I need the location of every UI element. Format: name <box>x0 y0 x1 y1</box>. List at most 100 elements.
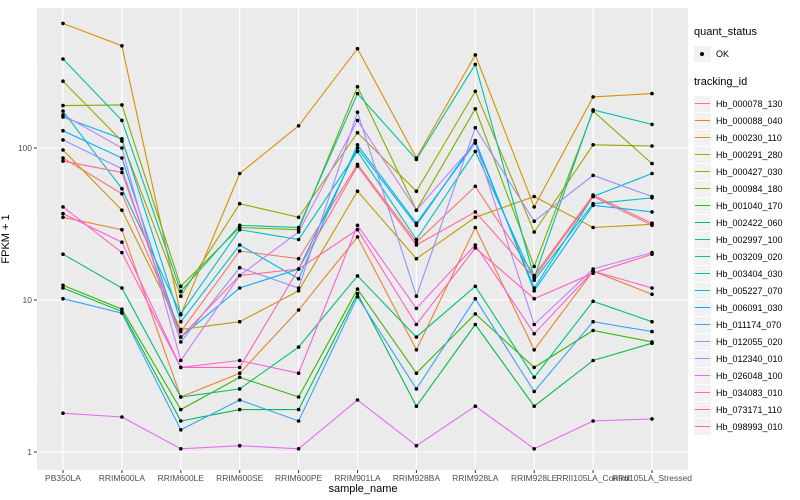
data-point <box>237 223 242 228</box>
data-point <box>355 46 360 51</box>
data-point <box>237 371 242 376</box>
x-tick-label: RRIM928LE <box>511 473 558 483</box>
legend-item-Hb_002422_060: Hb_002422_060 <box>694 214 800 231</box>
data-point <box>296 407 301 412</box>
data-point <box>296 256 301 261</box>
legend-item-Hb_002997_100: Hb_002997_100 <box>694 231 800 248</box>
line-swatch-icon <box>695 408 710 410</box>
data-point <box>355 164 360 168</box>
data-point <box>591 328 595 333</box>
legend-key <box>694 163 711 180</box>
data-point <box>237 358 242 363</box>
data-point <box>414 157 419 162</box>
data-point <box>296 230 301 234</box>
data-point <box>532 331 536 336</box>
legend-item-label: Hb_006091_030 <box>716 302 783 313</box>
line-swatch-icon <box>695 153 710 155</box>
data-point <box>414 208 419 212</box>
legend-key <box>694 333 711 350</box>
legend-key <box>694 418 711 435</box>
data-point <box>650 417 654 421</box>
data-point <box>237 443 242 448</box>
data-point <box>355 149 360 154</box>
legend-key <box>694 146 711 163</box>
data-point <box>414 348 419 352</box>
data-point <box>473 404 478 409</box>
data-point <box>237 249 242 253</box>
data-point <box>650 292 654 297</box>
data-point <box>120 186 124 191</box>
legend-item-label: Hb_073171_110 <box>716 404 782 415</box>
line-swatch-icon <box>695 357 710 359</box>
legend-item-Hb_001040_170: Hb_001040_170 <box>694 197 800 214</box>
data-point <box>179 340 183 344</box>
data-point <box>296 289 301 293</box>
data-point <box>179 327 183 332</box>
data-point <box>473 246 478 250</box>
data-point <box>355 287 360 291</box>
data-point <box>120 167 124 171</box>
data-point <box>473 296 478 301</box>
data-point <box>473 284 478 289</box>
legend-item-Hb_012340_010: Hb_012340_010 <box>694 350 800 367</box>
legend-item-label: Hb_026048_100 <box>716 370 783 381</box>
data-point <box>179 284 183 289</box>
legend-key <box>694 316 711 333</box>
data-point <box>296 124 301 128</box>
data-point <box>355 274 360 278</box>
data-point <box>120 415 124 419</box>
data-point <box>532 219 536 223</box>
legend-item-label: Hb_098993_010 <box>716 421 783 432</box>
data-point <box>473 125 478 130</box>
data-point <box>61 283 65 288</box>
line-swatch-icon <box>695 187 710 189</box>
data-point <box>414 256 419 261</box>
data-point <box>355 398 360 402</box>
data-point <box>120 227 124 232</box>
data-point <box>532 365 536 370</box>
data-point <box>61 205 65 209</box>
legend-item-label: OK <box>716 48 730 59</box>
data-point <box>473 215 478 220</box>
legend-item-label: Hb_000088_040 <box>716 115 783 126</box>
data-point <box>532 389 536 394</box>
data-point <box>61 103 65 108</box>
legend-key-ok <box>694 45 711 62</box>
point-marker-icon <box>700 51 704 56</box>
line-swatch-icon <box>695 170 710 172</box>
data-point <box>179 407 183 412</box>
legend-item-Hb_003404_030: Hb_003404_030 <box>694 265 800 282</box>
legend-item-label: Hb_012340_010 <box>716 353 783 364</box>
legend-key <box>694 401 711 418</box>
data-point <box>237 265 242 270</box>
data-point <box>355 84 360 89</box>
data-point <box>237 227 242 232</box>
data-point <box>120 286 124 290</box>
legend-key <box>694 265 711 282</box>
data-point <box>591 419 595 423</box>
legend-tracking-id-items: Hb_000078_130 Hb_000088_040 Hb_000230_110 H… <box>694 95 800 435</box>
data-point <box>532 404 536 409</box>
line-swatch-icon <box>695 306 710 308</box>
data-point <box>355 146 360 150</box>
legend-item-label: Hb_005227_070 <box>716 285 783 296</box>
line-swatch-icon <box>695 136 710 138</box>
legend-item-Hb_000088_040: Hb_000088_040 <box>694 112 800 129</box>
data-point <box>473 312 478 316</box>
data-point <box>237 273 242 278</box>
legend-key <box>694 282 711 299</box>
data-point <box>591 194 595 199</box>
data-point <box>61 159 65 163</box>
legend-item-Hb_000291_280: Hb_000291_280 <box>694 146 800 163</box>
data-point <box>61 215 65 220</box>
data-point <box>650 144 654 148</box>
legend-item-Hb_098993_010: Hb_098993_010 <box>694 418 800 435</box>
data-point <box>532 289 536 293</box>
legend-key <box>694 112 711 129</box>
y-axis-title: FPKM + 1 <box>0 214 12 264</box>
legend-item-Hb_026048_100: Hb_026048_100 <box>694 367 800 384</box>
data-point <box>591 95 595 99</box>
data-point <box>120 103 124 107</box>
data-point <box>355 118 360 123</box>
data-point <box>296 215 301 220</box>
